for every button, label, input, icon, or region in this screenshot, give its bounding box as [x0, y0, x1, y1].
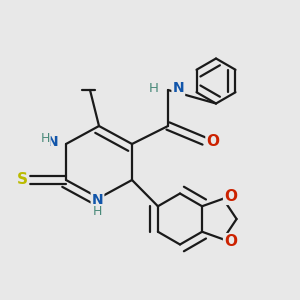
Text: H: H: [40, 132, 50, 145]
Text: H: H: [149, 82, 159, 95]
Text: N: N: [172, 82, 184, 95]
Text: N: N: [47, 136, 58, 149]
Text: H: H: [93, 205, 102, 218]
Text: N: N: [92, 193, 103, 206]
Text: O: O: [224, 234, 237, 249]
Text: O: O: [224, 189, 237, 204]
Text: S: S: [17, 172, 28, 188]
Text: O: O: [206, 134, 220, 148]
